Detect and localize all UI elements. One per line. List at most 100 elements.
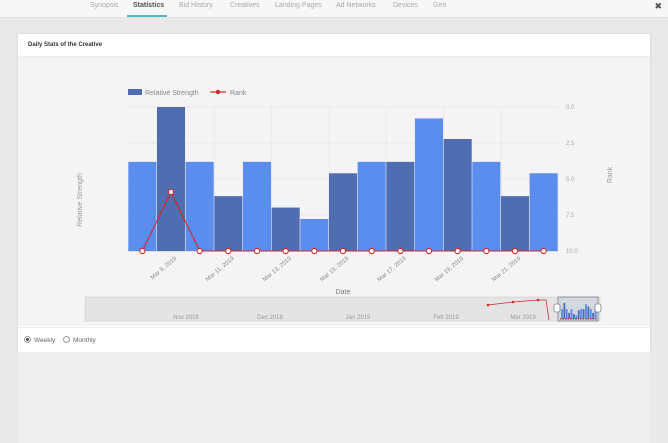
relative-strength-bar [386,161,415,251]
x-axis-label: Date [336,289,351,296]
navigator-left-handle[interactable] [553,303,561,313]
rank-point [167,188,175,196]
relative-strength-bar [328,173,358,251]
navigator-rank-point [536,298,540,302]
relative-strength-bar [156,107,186,251]
chart-legend[interactable]: Relative Strength Rank [128,89,247,97]
rank-point [282,247,289,255]
rank-point [511,247,519,255]
y2-tick-label: 0.0 [566,105,575,111]
navigator-axis-label: Jan 2019 [346,315,371,321]
rank-point [253,247,261,255]
navigator-mini-bar [592,312,595,319]
relative-strength-bar [271,207,300,251]
tab-statistics[interactable]: Statistics [133,2,165,9]
chart-area: Relative Strength Rank Relative Strength… [18,57,650,326]
y-axis-label: Relative Strength [77,173,84,227]
navigator-mini-bar [565,309,568,319]
navigator-background [84,296,601,322]
navigator-right-handle[interactable] [594,303,602,313]
rank-point [368,247,375,255]
relative-strength-bar [242,161,272,251]
navigator-mini-bar [561,309,563,319]
y2-tick-label: 2.5 [566,141,575,147]
tab-synopsis[interactable]: Synopsis [90,2,119,9]
navigator-mini-bar [585,304,587,319]
y2-tick-label: 10.0 [566,249,578,255]
tab-geo[interactable]: Geo [433,2,447,9]
relative-strength-bar [443,139,472,251]
relative-strength-bar [214,196,243,251]
x-tick-label: Mar 21, 2019 [491,256,522,284]
rank-point [339,247,347,255]
weekly-label: Weekly [34,337,56,345]
navigator-mini-bar [587,306,590,319]
rank-point [397,247,404,255]
monthly-label: Monthly [73,337,96,345]
navigator-axis-label: Feb 2019 [433,315,459,321]
active-tab-indicator [127,15,167,17]
panel-title: Daily Stats of the Creative [28,42,103,48]
navigator-mini-bar [573,314,575,319]
navigator-mini-bar [594,310,597,319]
relative-strength-bar [185,161,214,251]
tab-bid-history[interactable]: Bid History [179,2,213,9]
navigator-mini-bar [570,309,573,319]
navigator-axis-label: Mar 2019 [510,315,536,321]
navigator-mini-bar [563,303,566,319]
rank-point [311,247,318,255]
rank-point [454,247,461,255]
navigator-mini-bar [575,315,578,319]
lower-empty-area [18,352,650,443]
tab-landing-pages[interactable]: Landing Pages [275,2,322,9]
legend-rank-marker [215,89,221,95]
tab-devices[interactable]: Devices [393,2,418,9]
weekly-radio[interactable] [24,336,31,343]
navigator-mini-bar [582,309,585,319]
relative-strength-bar [128,161,157,251]
rank-point [483,247,490,255]
x-tick-label: Mar 11, 2019 [205,256,236,283]
relative-strength-bar [472,161,501,251]
navigator-axis-label: Dec 2018 [257,315,283,321]
tab-creatives[interactable]: Creatives [230,2,260,9]
relative-strength-bar [414,118,444,251]
y2-tick-label: 7.5 [566,213,575,219]
relative-strength-bar [500,196,530,251]
navigator-rank-point [486,303,490,307]
tab-ad-networks[interactable]: Ad Networks [336,2,376,9]
x-tick-label: Mar 9, 2019 [150,256,179,282]
legend-rank-label[interactable]: Rank [230,90,247,97]
daily-stats-panel: Daily Stats of the Creative Relative Str… [18,34,650,352]
rank-point [425,247,433,255]
x-tick-label: Mar 13, 2019 [262,256,293,284]
top-tab-bar: Synopsis Statistics Bid History Creative… [0,0,668,18]
navigator-mini-bar [568,312,571,319]
rank-point [225,247,232,255]
rank-point [196,247,203,255]
legend-relative-strength-label[interactable]: Relative Strength [145,90,199,97]
relative-strength-bar [300,219,329,251]
navigator-mini-bar [580,309,583,319]
navigator-rank-point [511,300,515,304]
navigator-mini-bar [589,309,592,319]
aggregation-options: Weekly Monthly [18,327,650,353]
weekly-option[interactable]: Weekly [24,336,56,345]
x-tick-label: Mar 15, 2019 [319,256,350,284]
relative-strength-bar [529,173,558,251]
navigator-axis-label: Nov 2018 [173,315,199,321]
monthly-option[interactable]: Monthly [63,336,96,345]
legend-relative-strength-swatch [128,89,142,95]
monthly-radio[interactable] [63,336,70,343]
x-tick-label: Mar 19, 2019 [434,256,465,284]
daily-stats-chart[interactable]: Relative Strength Rank Relative Strength… [18,57,650,326]
x-tick-label: Mar 17, 2019 [377,256,408,284]
rank-point [139,247,146,255]
panel-header: Daily Stats of the Creative [18,34,650,57]
close-icon[interactable]: ✖ [654,1,662,11]
y2-axis-label: Rank [607,166,614,183]
relative-strength-bar [357,161,386,251]
rank-point [540,247,547,255]
range-navigator[interactable]: Nov 2018 Dec 2018 Jan 2019 Feb 2019 Mar 2019 [84,296,602,322]
y2-tick-label: 5.0 [566,177,575,183]
